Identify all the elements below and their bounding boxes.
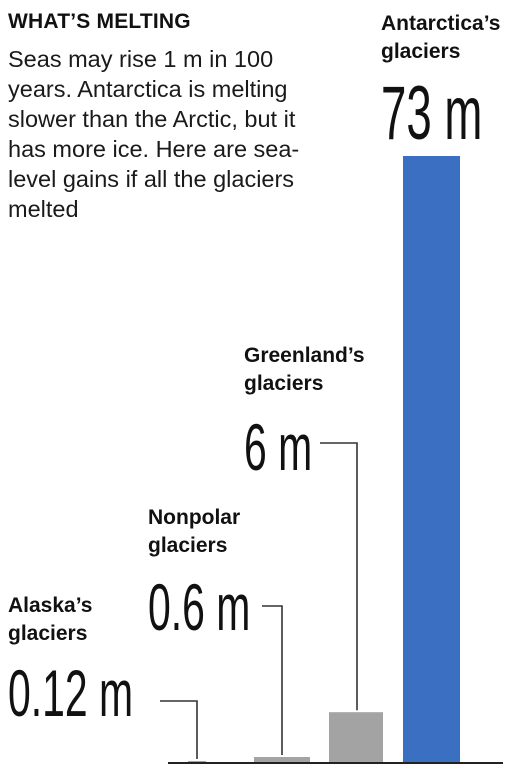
leader-line-alaska xyxy=(160,700,198,760)
category-label-alaska: Alaska’s glaciers xyxy=(8,594,93,645)
leader-line-greenland xyxy=(320,442,358,711)
leader-line-nonpolar xyxy=(262,605,283,756)
category-label-nonpolar: Nonpolar glaciers xyxy=(148,506,241,557)
bar-greenland xyxy=(329,712,383,762)
chart-title: WHAT’S MELTING xyxy=(8,10,191,33)
value-label-nonpolar: 0.6 m xyxy=(148,570,251,644)
chart-subtitle: Seas may rise 1 m in 100 years. Antarcti… xyxy=(8,46,300,222)
bar-nonpolar xyxy=(254,757,310,762)
bar-alaska xyxy=(188,761,206,762)
value-label-antarctica: 73 m xyxy=(381,71,483,156)
value-label-greenland: 6 m xyxy=(244,410,313,484)
bar-antarctica xyxy=(403,156,460,762)
category-label-greenland: Greenland’s glaciers xyxy=(244,344,365,395)
category-label-antarctica: Antarctica’s glaciers xyxy=(381,12,501,63)
value-label-alaska: 0.12 m xyxy=(8,656,134,730)
